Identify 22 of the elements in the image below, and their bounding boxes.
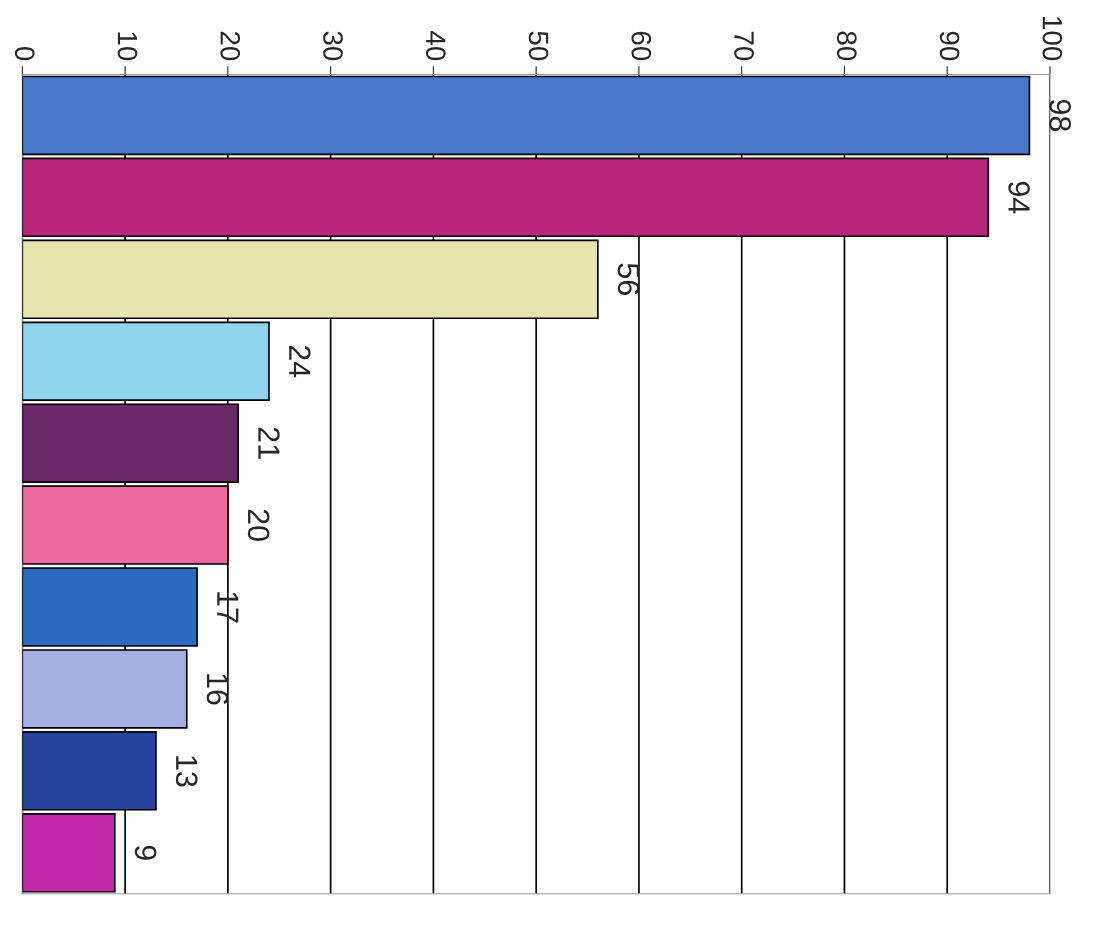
x-tick-label: 10: [117, 32, 138, 61]
x-tick-label: 100: [1042, 17, 1063, 61]
data-label: 13: [175, 756, 198, 787]
x-tick-label: 0: [14, 46, 35, 61]
bar: [22, 813, 116, 893]
data-label: 17: [217, 592, 239, 623]
x-tick-label: 40: [425, 31, 446, 61]
data-label: 16: [206, 674, 229, 705]
x-tick-label: 50: [528, 31, 549, 61]
x-tick-label: 70: [734, 31, 754, 61]
x-tick-label: 80: [837, 31, 857, 61]
data-label: 94: [1008, 181, 1030, 214]
data-label: 98: [1049, 99, 1071, 132]
x-tick-label: 30: [323, 31, 343, 61]
data-label: 9: [134, 845, 157, 860]
data-label: 20: [247, 509, 270, 541]
x-tick-label: 90: [939, 31, 960, 61]
data-label: 56: [617, 263, 640, 295]
data-label: 21: [258, 427, 280, 459]
x-tick-label: 60: [631, 31, 652, 61]
data-label: 24: [289, 345, 311, 378]
x-tick-label: 20: [220, 31, 241, 61]
